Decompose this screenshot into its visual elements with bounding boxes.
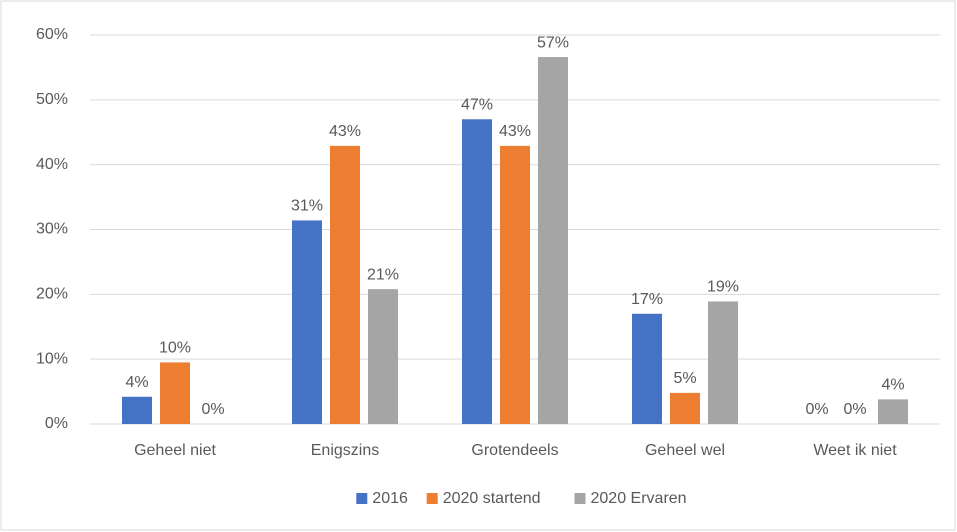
x-tick-label: Geheel niet xyxy=(134,442,216,459)
y-tick-label: 10% xyxy=(36,350,68,367)
bar xyxy=(462,119,492,425)
data-label: 0% xyxy=(843,401,866,418)
data-label: 19% xyxy=(707,279,739,296)
y-tick-label: 40% xyxy=(36,156,68,173)
legend-label: 2020 Ervaren xyxy=(591,490,687,507)
bar xyxy=(670,392,700,424)
x-tick-label: Geheel wel xyxy=(645,442,725,459)
data-label: 21% xyxy=(367,266,399,283)
bar xyxy=(538,57,568,424)
data-label: 0% xyxy=(805,401,828,418)
legend-swatch xyxy=(574,493,586,504)
bar xyxy=(122,396,152,424)
data-label: 5% xyxy=(673,370,696,387)
bar xyxy=(330,145,360,425)
data-label: 43% xyxy=(499,123,531,140)
y-tick-label: 30% xyxy=(36,221,68,238)
bar xyxy=(632,313,662,424)
y-tick-label: 60% xyxy=(36,26,68,43)
data-label: 43% xyxy=(329,123,361,140)
legend-swatch xyxy=(426,493,438,504)
data-label: 31% xyxy=(291,198,323,215)
x-tick-label: Weet ik niet xyxy=(813,442,897,459)
bar xyxy=(878,399,908,424)
bar xyxy=(500,145,530,425)
data-label: 0% xyxy=(201,401,224,418)
data-label: 47% xyxy=(461,97,493,114)
data-label: 10% xyxy=(159,340,191,357)
bar xyxy=(292,220,322,424)
legend-label: 2016 xyxy=(372,490,408,507)
legend-label: 2020 startend xyxy=(443,490,541,507)
bar xyxy=(708,301,738,424)
data-label: 4% xyxy=(881,377,904,394)
x-tick-label: Grotendeels xyxy=(471,442,558,459)
y-tick-label: 50% xyxy=(36,91,68,108)
data-label: 4% xyxy=(125,374,148,391)
bar xyxy=(368,289,398,424)
data-label: 17% xyxy=(631,291,663,308)
bar xyxy=(160,362,190,424)
data-label: 57% xyxy=(537,34,569,51)
x-tick-label: Enigszins xyxy=(311,442,379,459)
y-tick-label: 20% xyxy=(36,286,68,303)
legend-swatch xyxy=(356,493,368,504)
y-tick-label: 0% xyxy=(45,415,68,432)
